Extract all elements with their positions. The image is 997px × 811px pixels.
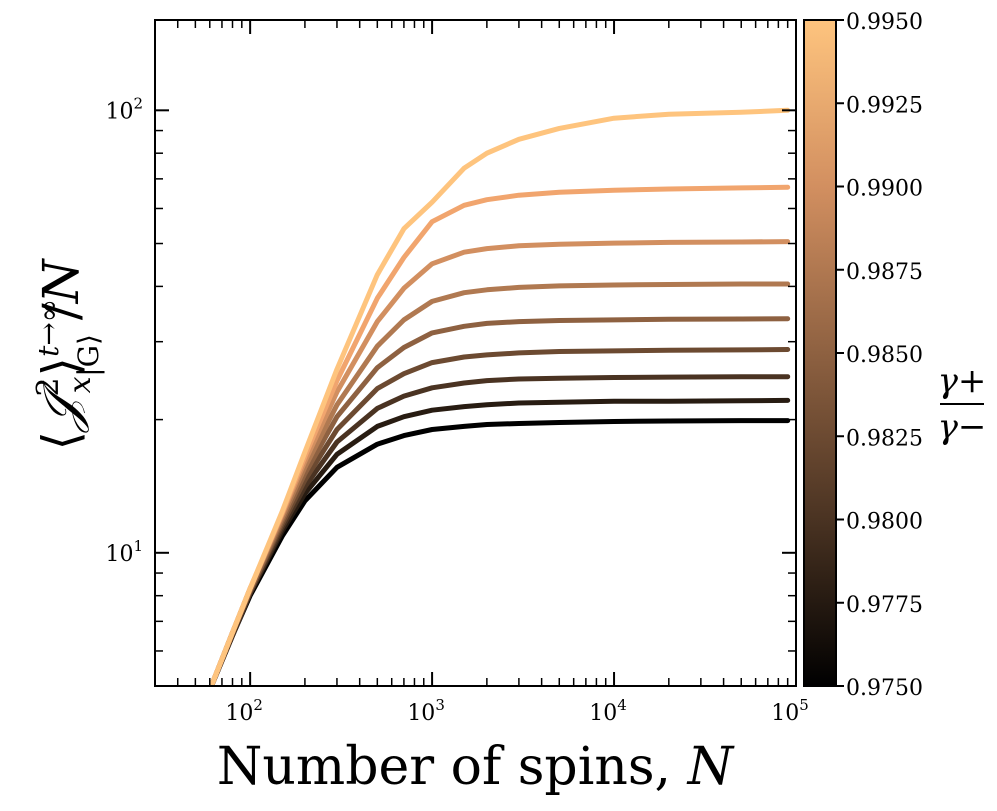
series-group [208,107,791,686]
series-line-8 [208,107,791,686]
x-tick-label: 102 [225,696,263,726]
series-line-0 [208,418,791,686]
colorbar-ticks: 0.9750 0.9775 0.9800 0.9825 0.9850 0.9875 0.99… [836,10,923,701]
x-tick-label: 104 [589,696,627,726]
colorbar-tick-label: 0.9950 [846,10,923,35]
y-axis-title-sup: 2 [31,377,66,396]
y-axis-title-limit: t→∞ [32,299,65,357]
colorbar-tick-label: 0.9775 [846,593,923,618]
x-axis-title-text: Number of spins, [217,737,688,797]
y-axis-title: ⟨𝒥2x⟩t→∞|G⟩/N [31,257,105,450]
colorbar-tick-label: 0.9900 [846,177,923,202]
y-axis-title-open: ⟨ [32,431,90,451]
x-axis-ticks: 102 103 104 105 [154,20,809,726]
colorbar-tick-label: 0.9875 [846,260,923,285]
x-axis-title: Number of spins, N [217,737,735,797]
y-axis-title-divide: / [32,303,90,320]
colorbar-tick-label: 0.9750 [846,676,923,701]
y-axis-title-state: |G⟩ [72,334,105,377]
y-axis-title-close: ⟩ [32,357,90,377]
series-line-2 [208,374,791,686]
y-axis-title-n: N [32,257,90,304]
x-axis-title-var: N [686,737,735,797]
y-axis-title-sub: x [63,376,98,393]
series-line-7 [208,184,791,686]
colorbar-tick-label: 0.9850 [846,343,923,368]
plot-frame [154,19,797,687]
series-line-1 [208,397,791,686]
svg-text:⟨𝒥2x⟩t→∞|G⟩/N: ⟨𝒥2x⟩t→∞|G⟩/N [31,257,105,450]
x-tick-label: 103 [407,696,445,726]
series-line-6 [208,239,791,686]
colorbar-tick-label: 0.9825 [846,426,923,451]
plot-area: 102 103 104 105 101 102 [105,19,809,726]
colorbar-tick-label: 0.9800 [846,510,923,535]
y-tick-label: 101 [105,537,143,567]
colorbar-label-num: γ+ [938,361,987,401]
colorbar-label: γ+ γ− [938,361,987,447]
y-tick-label: 102 [105,94,143,124]
colorbar-tick-label: 0.9925 [846,93,923,118]
colorbar: 0.9750 0.9775 0.9800 0.9825 0.9850 0.9875 0.99… [803,10,987,701]
colorbar-label-den: γ− [938,407,987,447]
colorbar-fill [804,20,836,686]
x-tick-label: 105 [771,696,809,726]
y-axis-ticks: 101 102 [105,94,796,687]
